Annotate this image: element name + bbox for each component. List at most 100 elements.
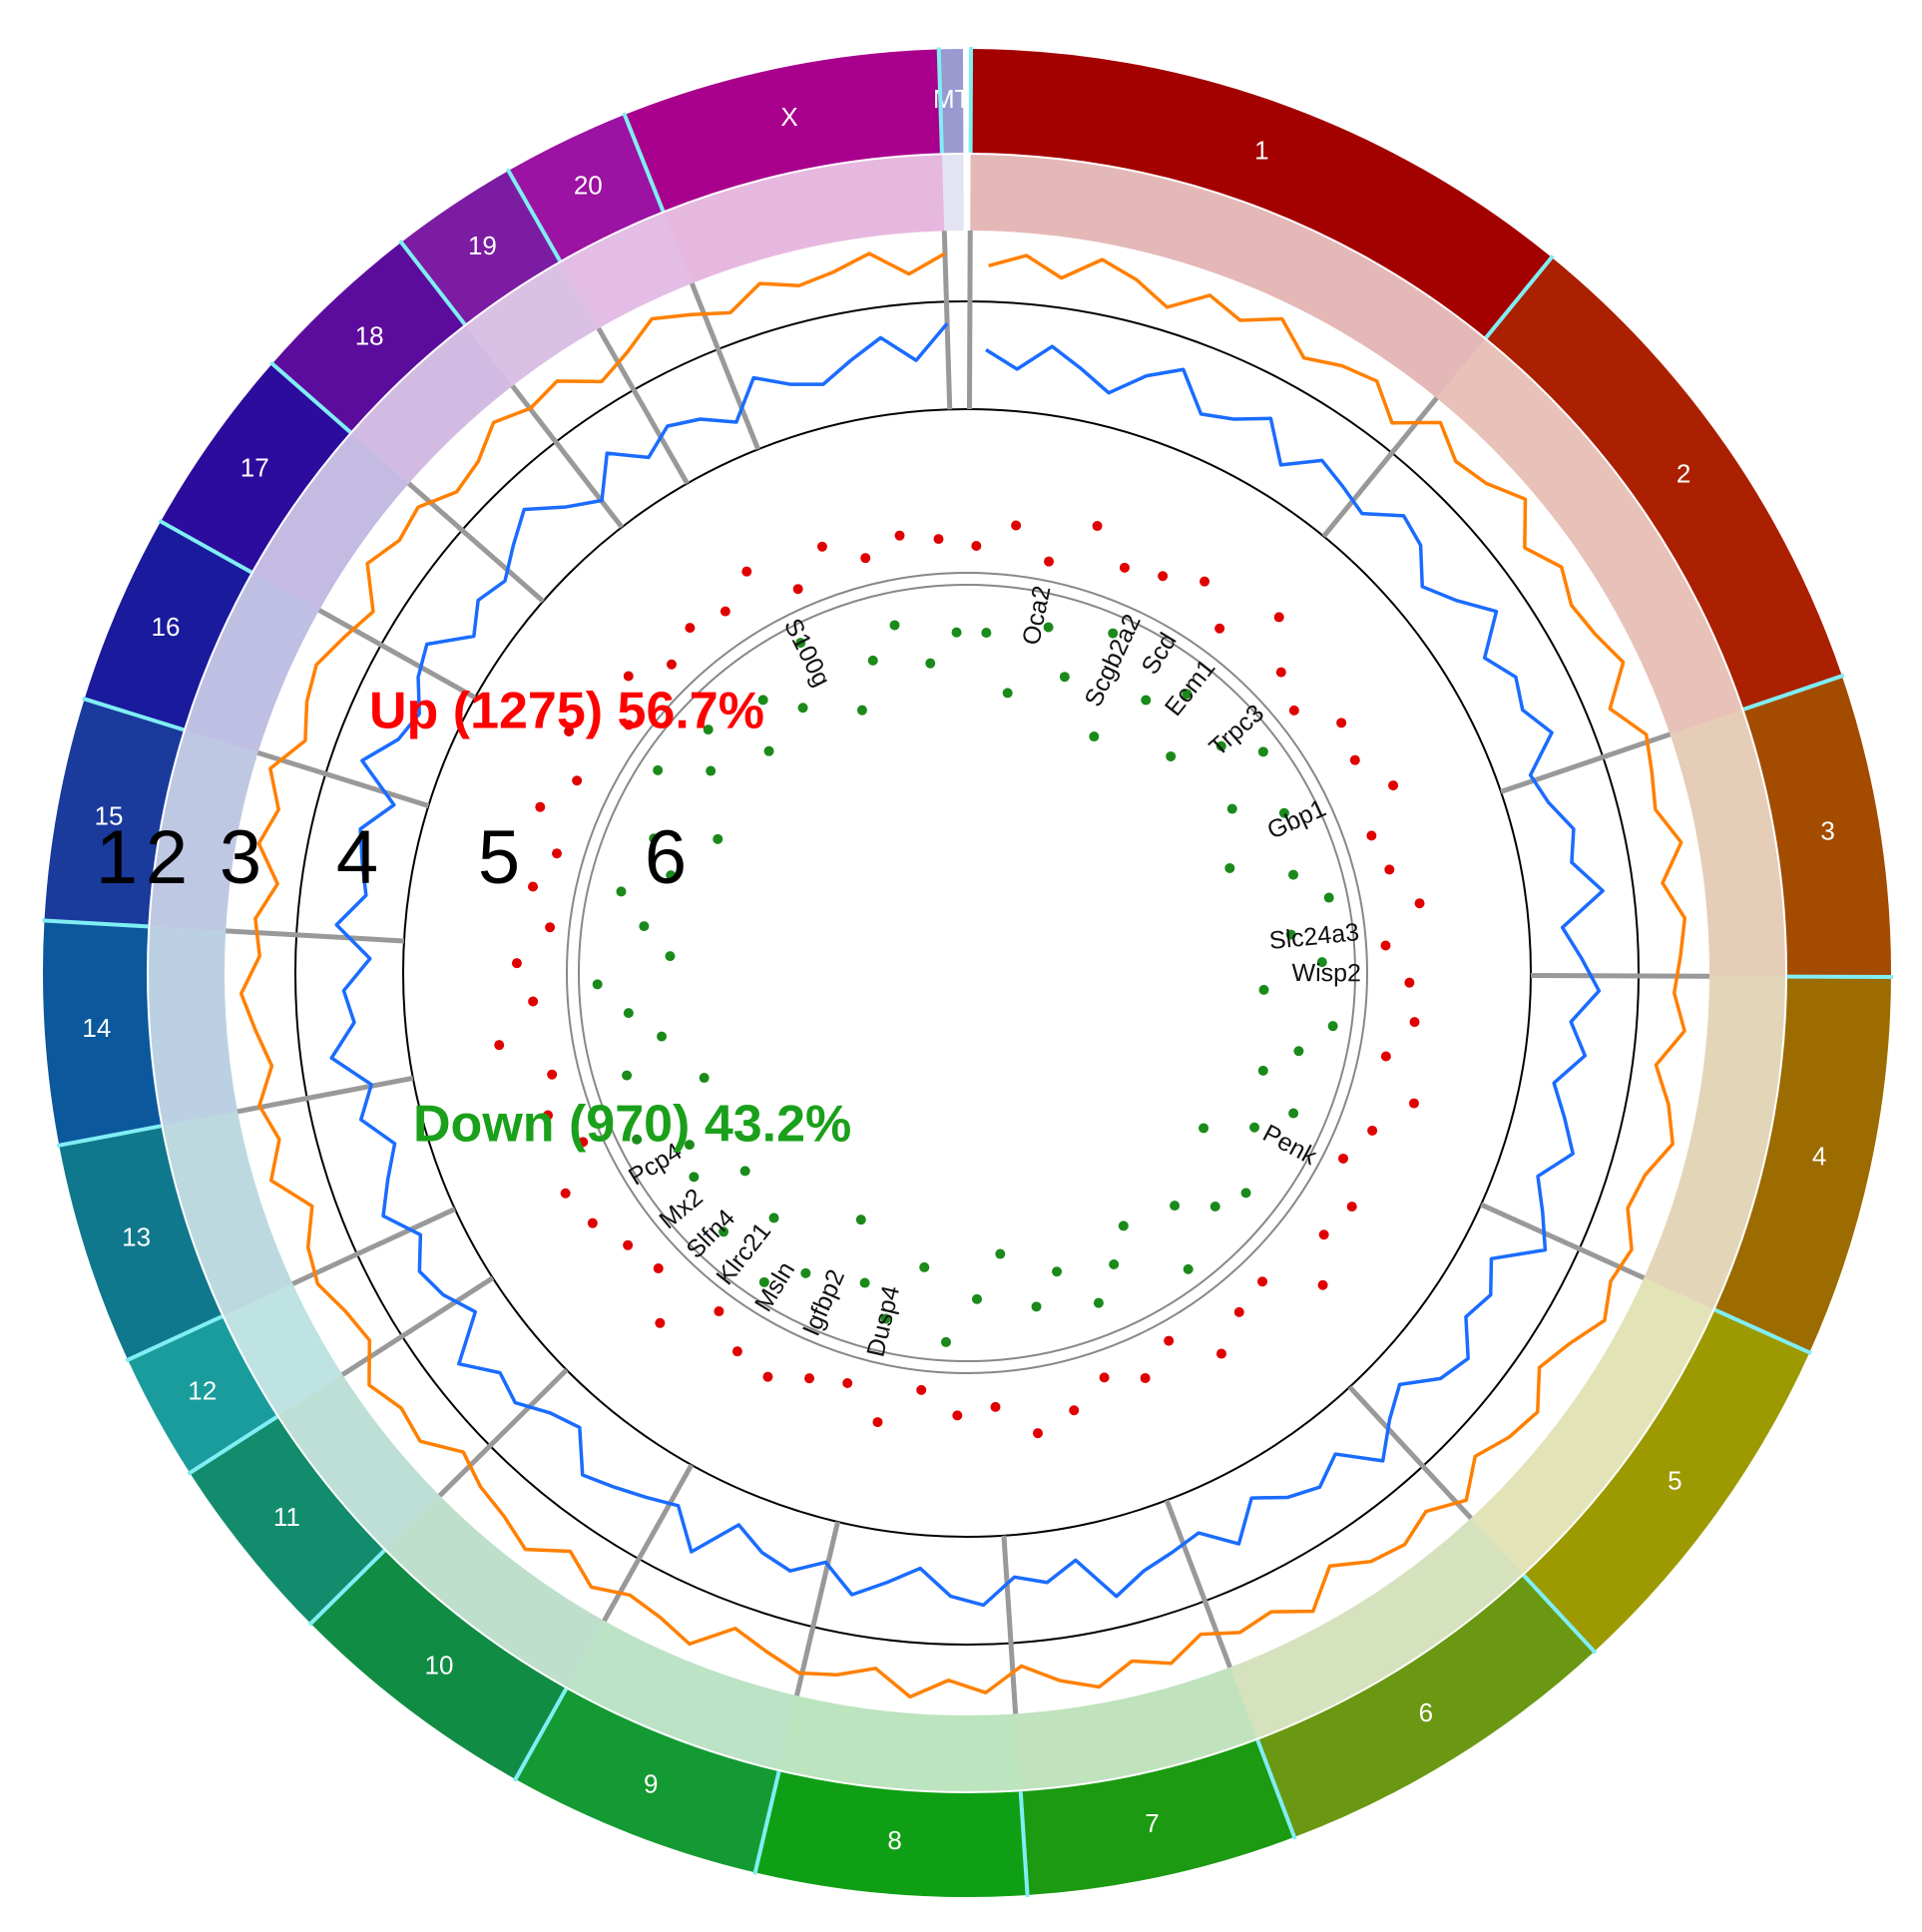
scatter-point	[1100, 1372, 1110, 1382]
scatter-point	[552, 848, 562, 858]
scatter-point	[667, 660, 677, 670]
chromosome-label: 19	[468, 231, 497, 260]
scatter-point	[1350, 755, 1360, 765]
scatter-point	[1032, 1301, 1042, 1311]
scatter-point	[706, 766, 716, 776]
scatter-point	[872, 1417, 882, 1427]
scatter-point	[1328, 1021, 1338, 1031]
scatter-point	[941, 1337, 951, 1347]
scatter-point	[572, 775, 582, 785]
scatter-point	[860, 1278, 870, 1288]
scatter-point	[1324, 893, 1334, 903]
scatter-point	[547, 1070, 557, 1080]
scatter-point	[1164, 1336, 1174, 1346]
chromosome-label: 18	[355, 320, 384, 350]
scatter-point	[700, 1073, 710, 1083]
scatter-point	[1381, 1052, 1391, 1062]
chromosome-label: 2	[1677, 459, 1690, 489]
band-ring	[942, 155, 964, 231]
scatter-point	[624, 1008, 634, 1018]
scatter-point	[721, 607, 730, 617]
scatter-point	[1241, 1188, 1251, 1198]
summary-annotation: Down (970) 43.2%	[413, 1096, 851, 1154]
scatter-point	[657, 1032, 667, 1042]
scatter-point	[593, 979, 603, 989]
scatter-point	[798, 703, 808, 713]
scatter-point	[1384, 864, 1394, 874]
scatter-point	[1338, 1154, 1348, 1164]
scatter-point	[1293, 1046, 1303, 1056]
scatter-point	[1404, 978, 1414, 988]
scatter-point	[616, 886, 626, 896]
scatter-point	[494, 1040, 504, 1050]
scatter-point	[622, 1071, 632, 1081]
scatter-point	[689, 1172, 699, 1182]
scatter-point	[732, 1346, 742, 1356]
scatter-point	[890, 620, 900, 630]
scatter-point	[1069, 1405, 1079, 1415]
chromosome-label: 6	[1419, 1697, 1433, 1727]
scatter-point	[991, 1402, 1001, 1412]
scatter-point	[1234, 1307, 1244, 1317]
scatter-point	[764, 746, 774, 756]
scatter-point	[1274, 612, 1284, 622]
scatter-point	[1336, 718, 1346, 727]
scatter-point	[1158, 571, 1168, 581]
scatter-point	[1011, 520, 1021, 530]
scatter-point	[1415, 898, 1425, 908]
band-ring	[149, 927, 238, 1126]
scatter-point	[685, 623, 695, 633]
scatter-point	[1288, 870, 1298, 880]
chromosome-label: 1	[1254, 135, 1268, 165]
scatter-point	[972, 1294, 982, 1304]
track-label: 2	[146, 815, 188, 900]
chromosome-label: 16	[152, 612, 181, 642]
scatter-point	[1120, 563, 1130, 573]
scatter-point	[1319, 1229, 1329, 1239]
scatter-point	[639, 921, 649, 931]
scatter-point	[1166, 751, 1176, 761]
scatter-point	[762, 1372, 772, 1382]
chromosome-label: 5	[1668, 1466, 1682, 1496]
scatter-point	[1210, 1202, 1220, 1211]
scatter-point	[535, 802, 545, 812]
scatter-point	[800, 1268, 810, 1278]
track-separator	[1531, 975, 1709, 976]
scatter-point	[1089, 731, 1099, 741]
track-label: 1	[96, 815, 138, 900]
scatter-point	[1052, 1266, 1062, 1276]
chromosome-label: 11	[273, 1502, 300, 1532]
scatter-point	[952, 1410, 962, 1420]
scatter-point	[528, 997, 538, 1007]
scatter-point	[588, 1218, 598, 1228]
scatter-point	[1199, 1123, 1208, 1133]
scatter-point	[1227, 804, 1237, 814]
scatter-point	[857, 706, 867, 716]
scatter-point	[1388, 780, 1398, 790]
scatter-point	[925, 659, 935, 669]
scatter-point	[1200, 577, 1209, 587]
scatter-point	[933, 534, 943, 544]
chromosome-label: 3	[1820, 815, 1834, 845]
scatter-point	[1258, 1066, 1268, 1076]
scatter-point	[665, 951, 675, 961]
scatter-point	[1094, 1298, 1104, 1308]
scatter-point	[1033, 1428, 1043, 1438]
scatter-point	[1044, 557, 1054, 567]
scatter-point	[1258, 746, 1268, 756]
chromosome-label: 20	[574, 171, 603, 201]
chromosome-label: 8	[887, 1825, 901, 1855]
scatter-point	[1224, 863, 1234, 873]
scatter-point	[916, 1385, 926, 1395]
scatter-point	[1347, 1202, 1357, 1211]
chromosome-label: X	[780, 102, 797, 132]
scatter-point	[1409, 1099, 1419, 1109]
scatter-point	[1216, 1349, 1226, 1359]
scatter-point	[981, 628, 991, 638]
scatter-point	[545, 922, 555, 932]
track-label: 6	[645, 815, 687, 900]
scatter-point	[1276, 668, 1286, 678]
scatter-point	[1141, 1373, 1151, 1383]
